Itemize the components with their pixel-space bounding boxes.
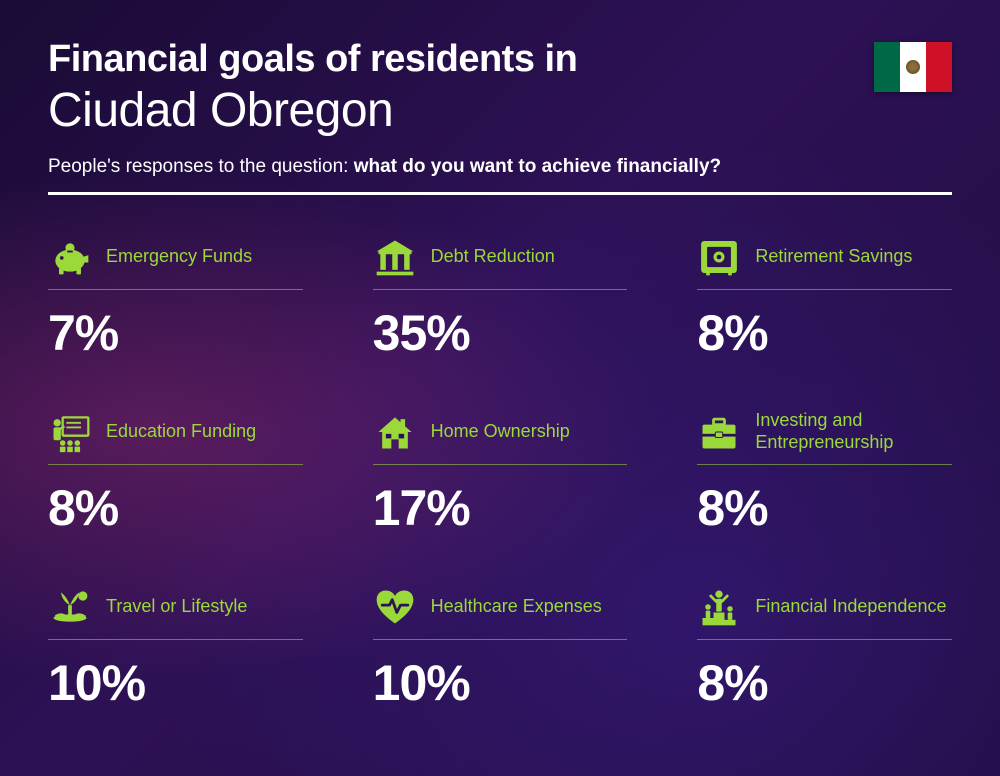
stats-grid: Emergency Funds 7% Debt Reduction 35% Re… [48, 235, 952, 712]
stat-debt-reduction: Debt Reduction 35% [373, 235, 628, 362]
stat-label: Financial Independence [755, 596, 946, 618]
briefcase-icon [697, 410, 741, 454]
title-line1: Financial goals of residents in [48, 38, 952, 81]
flag-mexico [874, 42, 952, 92]
stat-percent: 10% [373, 654, 628, 712]
independence-icon [697, 585, 741, 629]
stat-percent: 35% [373, 304, 628, 362]
stat-education-funding: Education Funding 8% [48, 410, 303, 537]
stat-label: Investing and Entrepreneurship [755, 410, 952, 453]
stat-percent: 8% [697, 654, 952, 712]
stat-emergency-funds: Emergency Funds 7% [48, 235, 303, 362]
house-icon [373, 410, 417, 454]
stat-percent: 17% [373, 479, 628, 537]
travel-icon [48, 585, 92, 629]
stat-label: Home Ownership [431, 421, 570, 443]
stat-retirement-savings: Retirement Savings 8% [697, 235, 952, 362]
bank-icon [373, 235, 417, 279]
stat-label: Education Funding [106, 421, 256, 443]
education-icon [48, 410, 92, 454]
piggy-bank-icon [48, 235, 92, 279]
stat-percent: 8% [697, 304, 952, 362]
healthcare-icon [373, 585, 417, 629]
stat-label: Debt Reduction [431, 246, 555, 268]
subtitle: People's responses to the question: what… [48, 156, 952, 178]
safe-icon [697, 235, 741, 279]
stat-investing-entrepreneurship: Investing and Entrepreneurship 8% [697, 410, 952, 537]
stat-travel-lifestyle: Travel or Lifestyle 10% [48, 585, 303, 712]
stat-label: Travel or Lifestyle [106, 596, 247, 618]
subtitle-prefix: People's responses to the question: [48, 156, 354, 177]
divider [48, 192, 952, 195]
title-city: Ciudad Obregon [48, 83, 952, 138]
stat-label: Retirement Savings [755, 246, 912, 268]
header: Financial goals of residents in Ciudad O… [48, 38, 952, 195]
stat-percent: 8% [48, 479, 303, 537]
stat-percent: 8% [697, 479, 952, 537]
stat-healthcare-expenses: Healthcare Expenses 10% [373, 585, 628, 712]
infographic-container: Financial goals of residents in Ciudad O… [0, 0, 1000, 750]
stat-label: Healthcare Expenses [431, 596, 602, 618]
stat-percent: 10% [48, 654, 303, 712]
stat-financial-independence: Financial Independence 8% [697, 585, 952, 712]
subtitle-bold: what do you want to achieve financially? [354, 156, 721, 177]
stat-label: Emergency Funds [106, 246, 252, 268]
stat-home-ownership: Home Ownership 17% [373, 410, 628, 537]
stat-percent: 7% [48, 304, 303, 362]
